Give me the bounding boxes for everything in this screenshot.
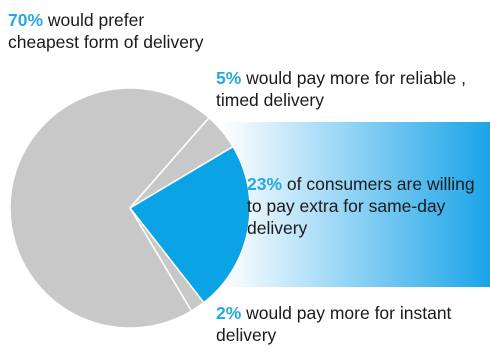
slice-text-2: would pay more for instant delivery <box>216 303 452 345</box>
slice-pct-70: 70% <box>8 10 44 30</box>
slice-pct-5: 5% <box>216 68 242 88</box>
slice-label-2: 2% would pay more for instant delivery <box>216 302 486 346</box>
slice-text-70: would prefer cheapest form of delivery <box>8 10 204 52</box>
slice-text-23: of consumers are willing to pay extra fo… <box>247 174 475 238</box>
slice-pct-2: 2% <box>216 303 242 323</box>
pie-slice-70 <box>9 87 211 329</box>
highlight-band <box>205 122 490 287</box>
slice-label-70: 70% would prefer cheapest form of delive… <box>8 9 218 53</box>
pie-slice-23 <box>128 145 251 304</box>
slice-text-5: would pay more for reliable , timed deli… <box>216 68 466 110</box>
slice-label-23: 23% of consumers are willing to pay extr… <box>247 173 487 239</box>
slice-label-5: 5% would pay more for reliable , timed d… <box>216 67 486 111</box>
slice-pct-23: 23% <box>247 174 283 194</box>
